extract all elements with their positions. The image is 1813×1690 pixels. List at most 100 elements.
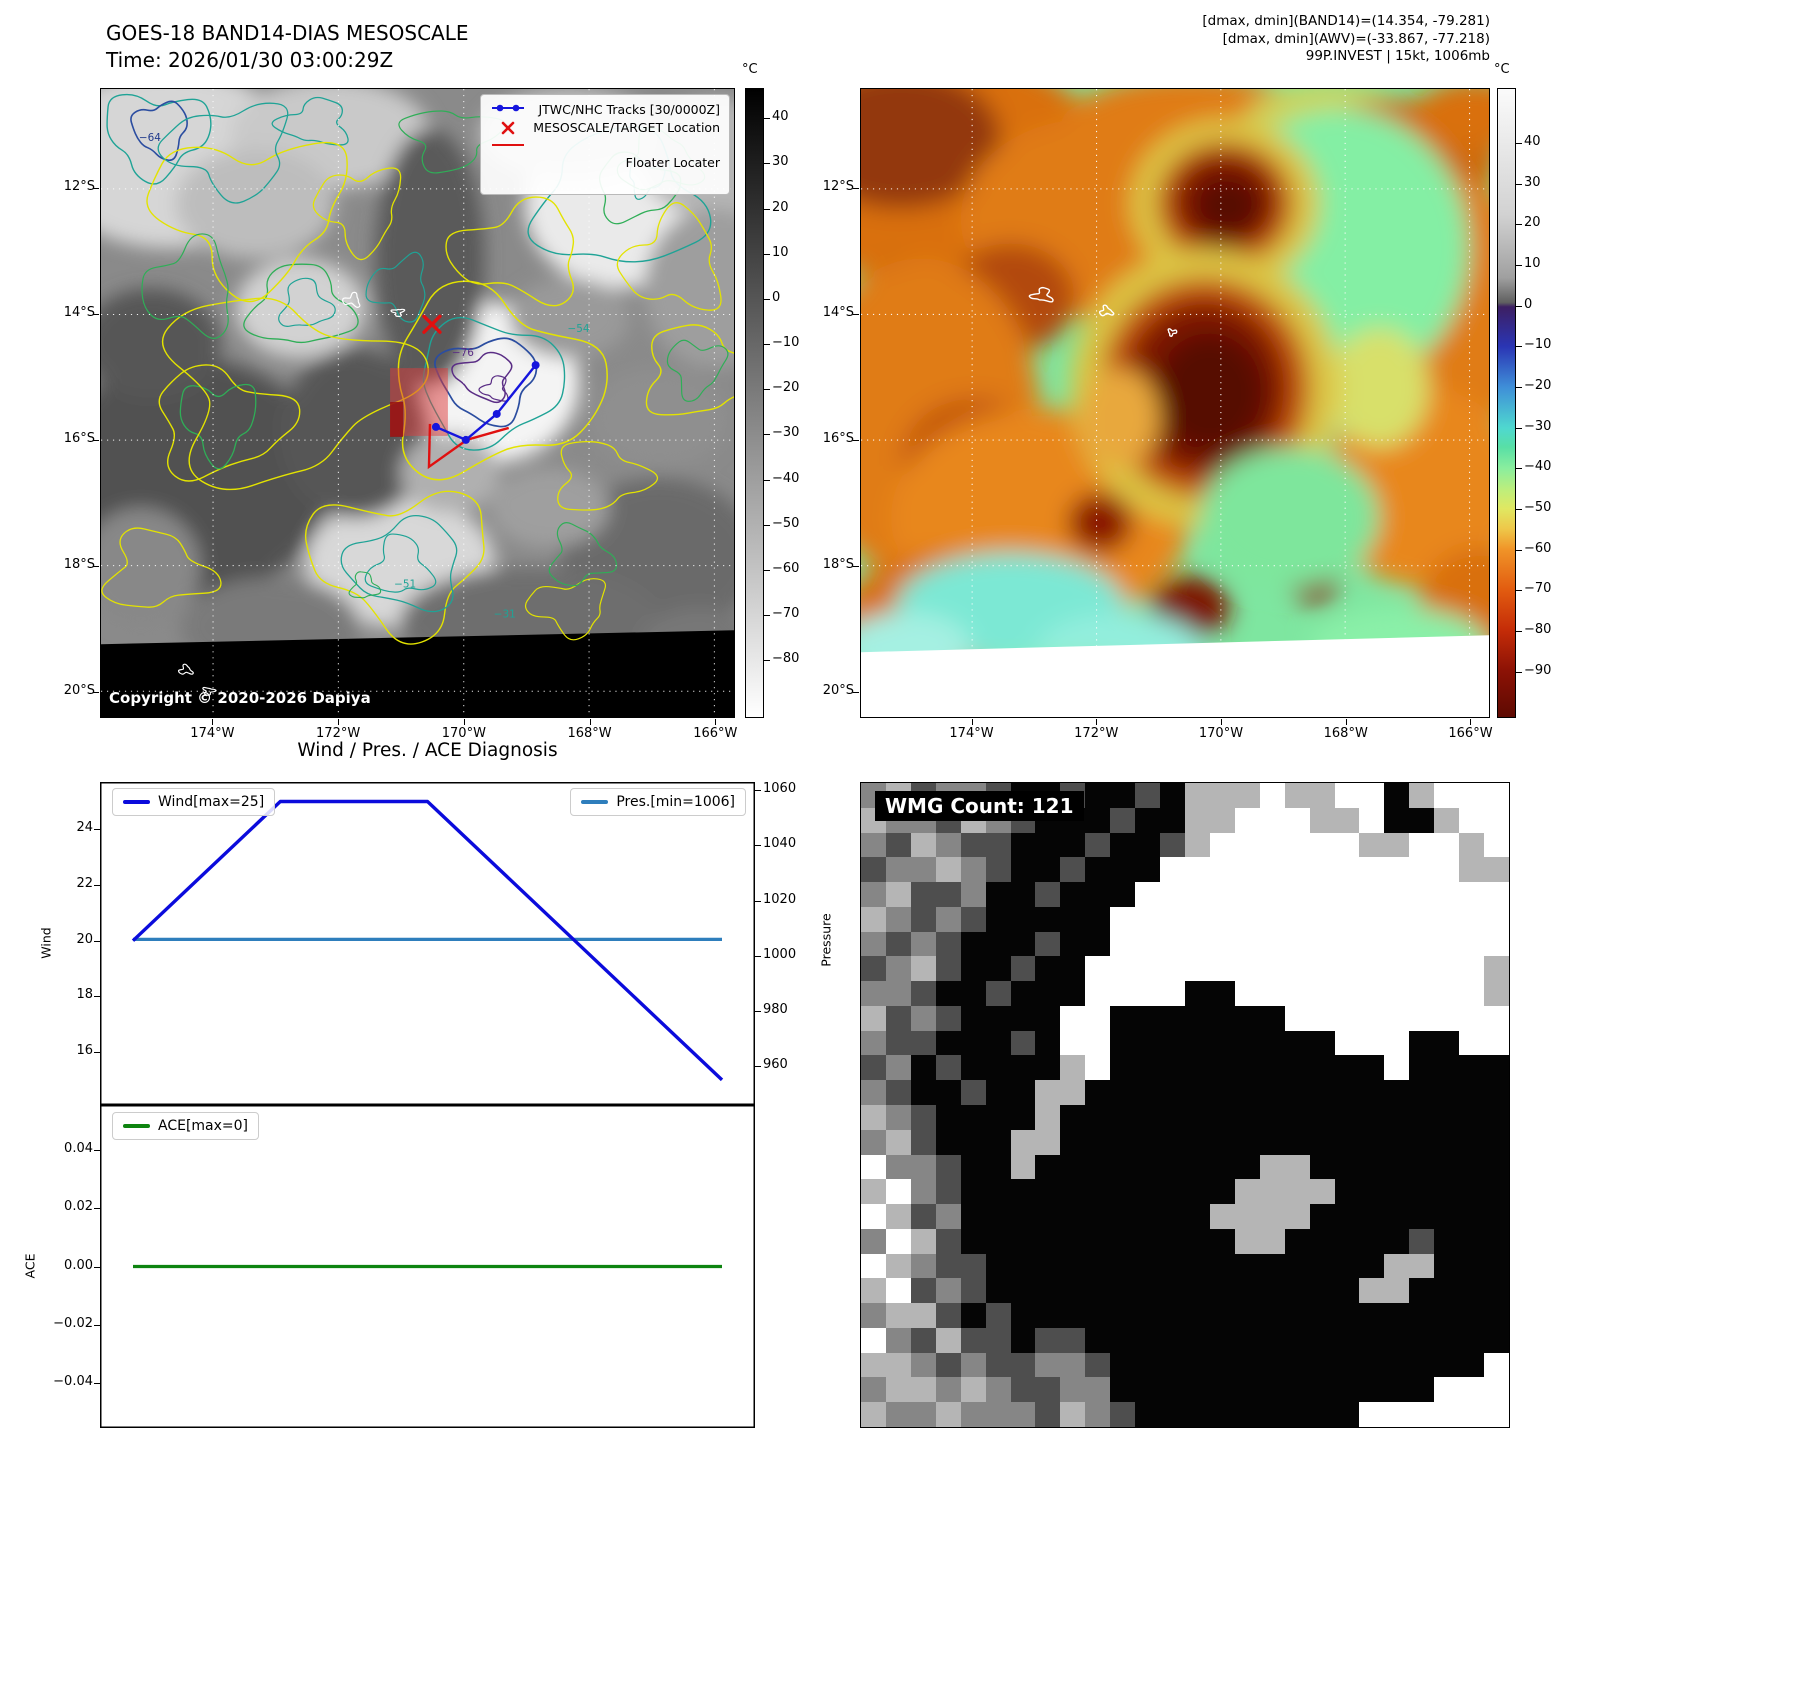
tick-label: 24 (76, 820, 93, 836)
tick-label: 166°W (693, 726, 738, 741)
tick-mark (1516, 549, 1522, 551)
tick-label: 0 (772, 289, 781, 305)
tick-mark (1516, 509, 1522, 511)
wmg-panel: WMG Count: 121 (860, 782, 1510, 1428)
tick-mark (94, 996, 100, 998)
wind-pressure-chart (100, 782, 755, 1105)
page-title: GOES-18 BAND14-DIAS MESOSCALE (106, 21, 469, 45)
tick-mark (1516, 631, 1522, 633)
tick-mark (764, 344, 770, 346)
tick-label: 170°W (441, 726, 486, 741)
tick-label: −40 (1524, 459, 1552, 475)
tick-label: 0.02 (64, 1199, 93, 1215)
ace-chart (100, 1105, 755, 1428)
tick-label: 1020 (763, 891, 797, 907)
tick-mark (93, 314, 99, 316)
tick-mark (1516, 468, 1522, 470)
tick-mark (853, 188, 859, 190)
tick-mark (1516, 305, 1522, 307)
tick-mark (93, 566, 99, 568)
tick-label: 20 (76, 931, 93, 947)
tick-label: −30 (1524, 418, 1552, 434)
tick-mark (93, 188, 99, 190)
tick-mark (755, 790, 761, 792)
map-legend: JTWC/NHC Tracks [30/0000Z] MESOSCALE/TARG… (480, 94, 730, 195)
copyright-text: Copyright © 2020-2026 Dapiya (109, 689, 371, 707)
tick-mark (764, 660, 770, 662)
stat-invest: 99P.INVEST | 15kt, 1006mb (1305, 48, 1490, 64)
contour-label: −76 (452, 347, 474, 359)
tick-mark (94, 1052, 100, 1054)
tick-label: 1060 (763, 781, 797, 797)
ace-legend-label: ACE[max=0] (158, 1118, 249, 1134)
tick-label: 174°W (190, 726, 235, 741)
tick-mark (94, 885, 100, 887)
awv-stats-block: [dmax, dmin](BAND14)=(14.354, -79.281) [… (1202, 13, 1490, 66)
tick-label: 20 (1524, 215, 1541, 231)
contour-label: −51 (394, 578, 416, 590)
contour-label: −54 (568, 323, 590, 335)
tick-mark (755, 900, 761, 902)
tick-label: −60 (1524, 540, 1552, 556)
tick-label: 16°S (63, 431, 95, 447)
tick-label: 20°S (63, 683, 95, 699)
tick-mark (1516, 264, 1522, 266)
tick-mark (338, 719, 340, 725)
floater-line-icon (492, 144, 525, 147)
tick-label: 18°S (63, 557, 95, 573)
tick-mark (93, 440, 99, 442)
band14-colorbar-unit: °C (742, 62, 758, 77)
tick-label: 18 (76, 987, 93, 1003)
pressure-line-icon (581, 800, 609, 804)
tick-mark (764, 524, 770, 526)
tick-label: 20 (772, 199, 789, 215)
tick-label: 980 (763, 1002, 788, 1018)
tick-mark (94, 1324, 100, 1326)
tick-mark (1516, 224, 1522, 226)
tick-label: 40 (772, 109, 789, 125)
tick-mark (94, 1266, 100, 1268)
legend-label: Floater Locater (625, 155, 720, 171)
tick-label: −60 (772, 560, 800, 576)
tick-label: 1000 (763, 946, 797, 962)
pressure-legend: Pres.[min=1006] (570, 788, 746, 816)
tick-mark (764, 434, 770, 436)
tick-label: 20°S (822, 683, 854, 699)
tick-mark (1516, 183, 1522, 185)
tick-label: −30 (772, 425, 800, 441)
tick-mark (1220, 719, 1222, 725)
legend-item-floater: Floater Locater (490, 138, 720, 188)
tick-mark (764, 389, 770, 391)
tick-mark (1516, 671, 1522, 673)
tick-label: 1040 (763, 836, 797, 852)
tick-label: −0.02 (53, 1315, 93, 1331)
tick-mark (764, 479, 770, 481)
ace-axis-label: ACE (22, 1253, 38, 1279)
tick-label: −50 (1524, 500, 1552, 516)
tick-label: 168°W (567, 726, 612, 741)
diagnosis-title: Wind / Pres. / ACE Diagnosis (297, 740, 558, 761)
tick-mark (755, 1066, 761, 1068)
tick-mark (94, 829, 100, 831)
tick-label: 0.00 (64, 1257, 93, 1273)
tick-label: 30 (772, 154, 789, 170)
contour-label: −31 (494, 608, 516, 620)
tick-label: 14°S (822, 305, 854, 321)
legend-label: MESOSCALE/TARGET Location (533, 120, 720, 136)
tick-label: −50 (772, 515, 800, 531)
stat-band14-range: [dmax, dmin](BAND14)=(14.354, -79.281) (1202, 13, 1490, 29)
tick-label: 12°S (63, 179, 95, 195)
awv-map-panel (860, 88, 1490, 718)
contour-label: −64 (139, 132, 161, 144)
tick-label: 174°W (949, 726, 994, 741)
wind-legend: Wind[max=25] (112, 788, 276, 816)
tick-mark (755, 1011, 761, 1013)
track-line-icon (492, 104, 525, 112)
awv-map-image (861, 89, 1489, 717)
tick-mark (1516, 386, 1522, 388)
stat-awv-range: [dmax, dmin](AWV)=(-33.867, -77.218) (1222, 30, 1490, 47)
awv-colorbar (1497, 88, 1516, 718)
tick-mark (764, 615, 770, 617)
tick-mark (1345, 719, 1347, 725)
